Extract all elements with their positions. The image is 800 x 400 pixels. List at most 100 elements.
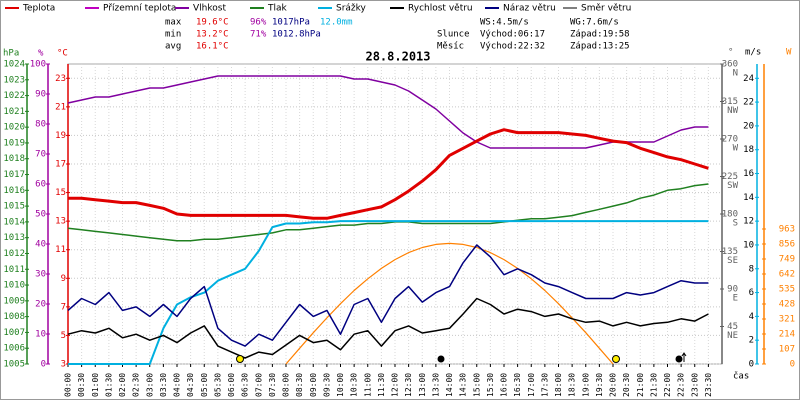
series-line bbox=[67, 297, 709, 359]
x-tick-label: 07:00 bbox=[254, 373, 263, 397]
info: Slunce bbox=[437, 30, 470, 40]
info: WG:7.6m/s bbox=[570, 18, 619, 28]
x-tick-label: 20:30 bbox=[622, 373, 631, 397]
y-tick-label: 360 bbox=[722, 60, 738, 70]
x-tick-label: 03:00 bbox=[145, 373, 154, 397]
stat: 71% bbox=[250, 30, 267, 40]
x-tick-label: 10:30 bbox=[350, 373, 359, 397]
y-tick-label: 30 bbox=[35, 270, 46, 280]
stat: 1012.8hPa bbox=[272, 30, 321, 40]
x-tick-label: 21:30 bbox=[649, 373, 658, 397]
stat: 13.2°C bbox=[196, 30, 229, 40]
x-tick-label: 22:30 bbox=[677, 373, 686, 397]
y-tick-label: 45 bbox=[727, 322, 738, 332]
x-tick-label: 16:30 bbox=[513, 373, 522, 397]
y-tick-label: 1012 bbox=[3, 249, 25, 259]
y-tick-label: 2 bbox=[749, 336, 754, 346]
y-tick-label: 107 bbox=[779, 345, 795, 355]
stat: avg bbox=[165, 42, 181, 52]
x-tick-label: 14:00 bbox=[445, 373, 454, 397]
y-tick-label: 50 bbox=[35, 210, 46, 220]
x-tick-label: 09:00 bbox=[309, 373, 318, 397]
y-tick-label: 0 bbox=[790, 360, 795, 370]
legend-label: Vlhkost bbox=[193, 4, 226, 14]
x-tick-label: 06:00 bbox=[227, 373, 236, 397]
x-tick-label: 15:00 bbox=[472, 373, 481, 397]
y-tick-label: 1010 bbox=[3, 281, 25, 291]
y-tick-label: 1017 bbox=[3, 170, 25, 180]
series-line bbox=[285, 242, 614, 365]
y-tick-label: 60 bbox=[35, 180, 46, 190]
x-tick-label: 00:30 bbox=[77, 373, 86, 397]
x-tick-label: 06:30 bbox=[241, 373, 250, 397]
legend-label: Přízemní teplota bbox=[103, 4, 176, 14]
info: Západ:19:58 bbox=[570, 30, 630, 40]
y-tick-label: 9 bbox=[61, 274, 66, 284]
y-tick-label: 1015 bbox=[3, 202, 25, 212]
x-tick-label: 01:00 bbox=[91, 373, 100, 397]
x-tick-label: 00:00 bbox=[64, 373, 73, 397]
y-tick-label: 963 bbox=[779, 225, 795, 235]
y-tick-label: 321 bbox=[779, 315, 795, 325]
series-line bbox=[67, 183, 709, 242]
y-tick-label: 1005 bbox=[3, 360, 25, 370]
y-tick-label: 1024 bbox=[3, 60, 25, 70]
x-tick-label: 12:00 bbox=[391, 373, 400, 397]
stat: 96% bbox=[250, 18, 267, 28]
x-tick-label: 20:00 bbox=[609, 373, 618, 397]
compass-label: S bbox=[733, 219, 738, 229]
y-tick-label: 22 bbox=[743, 98, 754, 108]
y-axis-unit: % bbox=[38, 49, 44, 59]
sunset-icon bbox=[612, 355, 620, 363]
y-tick-label: 0 bbox=[749, 360, 754, 370]
series-line bbox=[67, 244, 709, 347]
x-tick-label: 11:00 bbox=[363, 373, 372, 397]
y-tick-label: 12 bbox=[743, 217, 754, 227]
legend-label: Směr větru bbox=[581, 4, 631, 14]
y-tick-label: 23 bbox=[55, 74, 66, 84]
moonrise-icon bbox=[675, 355, 683, 363]
x-tick-label: 17:00 bbox=[527, 373, 536, 397]
y-tick-label: 225 bbox=[722, 172, 738, 182]
y-tick-label: 18 bbox=[743, 145, 754, 155]
x-tick-label: 16:00 bbox=[500, 373, 509, 397]
legend-label: Teplota bbox=[22, 4, 55, 14]
y-tick-label: 10 bbox=[35, 330, 46, 340]
x-tick-label: 01:30 bbox=[104, 373, 113, 397]
x-tick-label: 05:30 bbox=[213, 373, 222, 397]
series-line bbox=[67, 75, 709, 149]
stat: 1017hPa bbox=[272, 18, 310, 28]
y-tick-label: 1014 bbox=[3, 217, 25, 227]
y-tick-label: 428 bbox=[779, 300, 795, 310]
y-tick-label: 1022 bbox=[3, 91, 25, 101]
y-tick-label: 0 bbox=[41, 360, 46, 370]
y-axis-unit: ° bbox=[728, 48, 733, 58]
y-tick-label: 1011 bbox=[3, 265, 25, 275]
y-tick-label: 11 bbox=[55, 245, 66, 255]
moon-arrow bbox=[681, 352, 687, 362]
legend-label: Náraz větru bbox=[503, 4, 556, 14]
x-tick-label: 12:30 bbox=[404, 373, 413, 397]
y-tick-label: 6 bbox=[749, 288, 754, 298]
x-tick-label: 02:00 bbox=[118, 373, 127, 397]
x-tick-label: 02:30 bbox=[132, 373, 141, 397]
compass-label: SE bbox=[727, 256, 738, 266]
x-tick-label: 18:00 bbox=[554, 373, 563, 397]
y-tick-label: 1023 bbox=[3, 75, 25, 85]
y-tick-label: 90 bbox=[727, 285, 738, 295]
sunrise-icon bbox=[236, 355, 244, 363]
y-tick-label: 180 bbox=[722, 210, 738, 220]
x-tick-label: 22:00 bbox=[663, 373, 672, 397]
compass-label: W bbox=[733, 144, 739, 154]
y-tick-label: 1019 bbox=[3, 138, 25, 148]
compass-label: SW bbox=[727, 181, 738, 191]
stats: max 19.6°C 96% 1017hPa 12.0mm min 13.2°C… bbox=[165, 18, 630, 52]
y-tick-label: 535 bbox=[779, 285, 795, 295]
x-tick-label: 14:30 bbox=[459, 373, 468, 397]
y-tick-label: 21 bbox=[55, 102, 66, 112]
y-tick-label: 40 bbox=[35, 240, 46, 250]
y-tick-label: 100 bbox=[30, 60, 46, 70]
stat: max bbox=[165, 18, 182, 28]
y-tick-label: 70 bbox=[35, 150, 46, 160]
y-tick-label: 19 bbox=[55, 131, 66, 141]
